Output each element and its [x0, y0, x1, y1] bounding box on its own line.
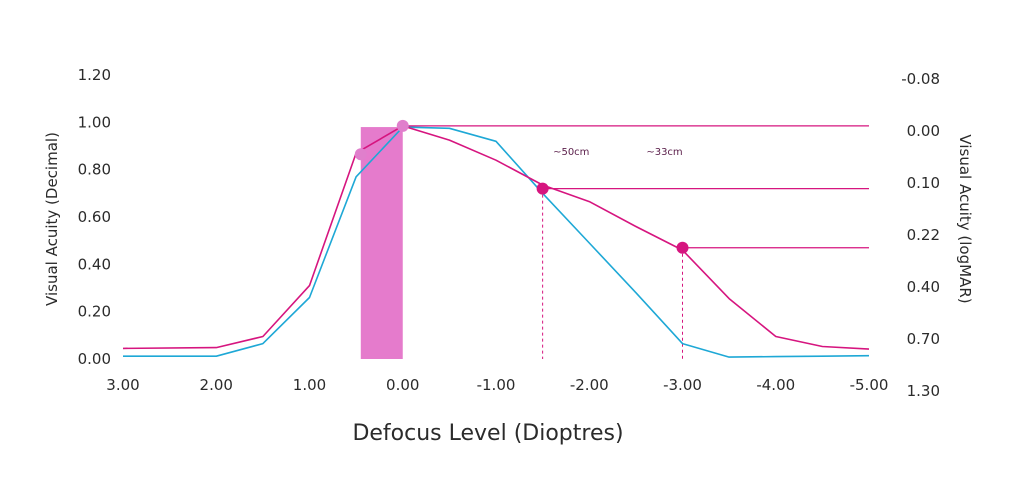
x-tick-label: 3.00: [106, 376, 139, 394]
y2-tick-label: 0.22: [907, 226, 940, 244]
data-point-1: [396, 119, 409, 132]
y2-tick-label: 0.10: [907, 174, 940, 192]
y2-tick-label: 1.30: [907, 382, 940, 400]
x-tick-label: 1.00: [293, 376, 326, 394]
y2-tick-label: 0.40: [907, 278, 940, 296]
series-line-blue: [123, 126, 870, 358]
x-tick-label: -5.00: [850, 376, 889, 394]
annotation-label: ~33cm: [646, 147, 682, 158]
x-axis-title: Defocus Level (Dioptres): [352, 421, 623, 446]
y-axis-title: Visual Acuity (Decimal): [43, 132, 61, 306]
x-tick-label: -4.00: [756, 376, 795, 394]
data-point-0: [354, 148, 367, 161]
y-tick-label: 1.00: [78, 113, 111, 131]
y-tick-label: 1.20: [78, 66, 111, 84]
data-point-2: [536, 182, 549, 195]
y2-axis-title: Visual Acuity (logMAR): [956, 134, 974, 303]
y-tick-label: 0.20: [78, 303, 111, 321]
y-tick-label: 0.00: [78, 350, 111, 368]
y2-tick-label: 0.00: [907, 122, 940, 140]
y-tick-label: 0.80: [78, 161, 111, 179]
y-tick-label: 0.60: [78, 208, 111, 226]
x-tick-label: -3.00: [663, 376, 702, 394]
x-tick-label: 2.00: [200, 376, 233, 394]
x-tick-label: -2.00: [570, 376, 609, 394]
y-tick-label: 0.40: [78, 255, 111, 273]
series-line-magenta: [122, 125, 870, 350]
x-tick-label: 0.00: [386, 376, 419, 394]
highlight-band: [360, 127, 403, 359]
data-point-3: [676, 241, 689, 254]
y2-tick-label: 0.70: [907, 330, 940, 348]
x-tick-label: -1.00: [477, 376, 516, 394]
y2-tick-label: -0.08: [901, 70, 940, 88]
annotation-label: ~50cm: [553, 147, 589, 158]
